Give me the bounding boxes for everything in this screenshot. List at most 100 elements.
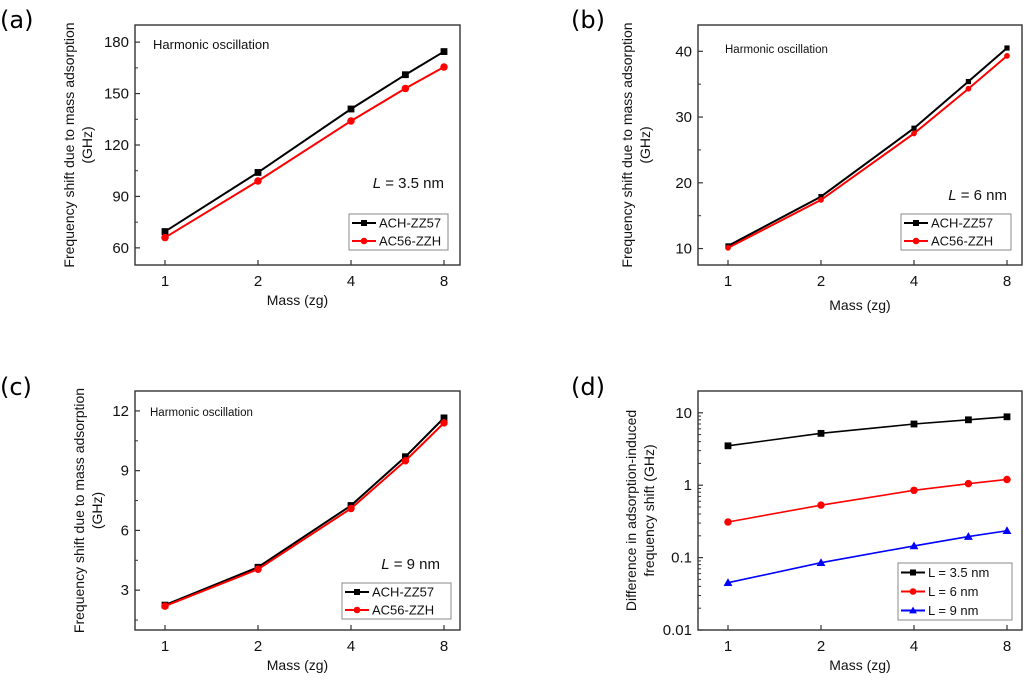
annotation-text: Harmonic oscillation xyxy=(150,407,253,419)
legend-marker xyxy=(353,606,361,614)
data-point xyxy=(725,245,731,251)
data-point xyxy=(910,486,918,495)
length-var: L xyxy=(948,187,956,204)
panel-label: (a) xyxy=(0,6,33,34)
panel-label: (d) xyxy=(571,373,605,401)
y-tick-label: 150 xyxy=(104,86,129,103)
legend-marker xyxy=(913,220,919,226)
legend-label: AC56-ZZH xyxy=(931,234,993,249)
y-tick-label: 3 xyxy=(121,582,129,599)
series-ac56-zzh xyxy=(161,419,448,610)
x-axis-title: Mass (zg) xyxy=(829,657,890,673)
y-axis-title-unit: (GHz) xyxy=(89,492,105,529)
x-tick-label: 8 xyxy=(1003,638,1011,655)
x-tick-label: 8 xyxy=(1003,273,1011,290)
legend-label: ACH-ZZ57 xyxy=(931,216,993,231)
legend-marker xyxy=(361,220,367,226)
plot-frame xyxy=(697,390,1023,631)
y-tick-label: 120 xyxy=(104,137,129,154)
y-tick-label: 10 xyxy=(675,241,692,258)
y-tick-label: 6 xyxy=(121,522,129,539)
data-point xyxy=(965,78,972,85)
series-ach-zz57 xyxy=(161,414,448,609)
y-axis-title-unit: frequency shift (GHz) xyxy=(641,444,657,576)
data-point xyxy=(965,85,972,92)
x-tick-label: 4 xyxy=(347,273,355,290)
legend-marker xyxy=(912,237,920,245)
data-point xyxy=(1003,475,1011,484)
y-tick-label: 10 xyxy=(675,405,692,422)
data-point xyxy=(724,442,732,450)
data-point xyxy=(440,419,448,427)
data-point xyxy=(910,420,918,428)
length-label: L = 3.5 nm xyxy=(373,175,444,192)
data-point xyxy=(401,84,410,93)
series-l-9-nm xyxy=(723,526,1012,587)
length-label: L = 6 nm xyxy=(948,187,1007,204)
y-tick-label: 0.01 xyxy=(663,622,692,639)
x-axis-title: Mass (zg) xyxy=(267,292,328,308)
legend-label: AC56-ZZH xyxy=(379,234,441,249)
legend: ACH-ZZ57 AC56-ZZH xyxy=(348,213,449,251)
data-point xyxy=(402,71,409,79)
data-point xyxy=(440,414,448,422)
length-value: = 9 nm xyxy=(390,556,440,573)
plot-frame xyxy=(134,390,461,631)
legend-label: ACH-ZZ57 xyxy=(372,585,434,600)
x-tick-label: 8 xyxy=(440,638,448,655)
series-ac56-zzh xyxy=(725,53,1010,251)
y-tick-label: 180 xyxy=(104,34,129,51)
data-point xyxy=(816,558,826,567)
y-tick-label: 20 xyxy=(675,175,692,192)
data-point xyxy=(161,233,169,242)
data-point xyxy=(440,63,448,71)
x-tick-label: 4 xyxy=(910,273,918,290)
length-value: = 6 nm xyxy=(957,187,1007,204)
x-tick-label: 2 xyxy=(254,273,262,290)
x-tick-label: 4 xyxy=(347,638,355,655)
y-tick-label: 90 xyxy=(112,188,129,205)
y-axis-title: Difference in adsorption-induced xyxy=(623,410,639,611)
data-point xyxy=(402,453,409,461)
legend-box xyxy=(341,582,452,620)
y-axis-title: Frequency shift due to mass adsorption xyxy=(619,22,635,267)
y-tick-label: 40 xyxy=(675,43,692,60)
panel-label: (c) xyxy=(0,373,32,401)
data-point xyxy=(724,518,732,526)
x-tick-label: 4 xyxy=(910,638,918,655)
legend-marker xyxy=(909,588,917,595)
x-axis-title: Mass (zg) xyxy=(267,657,328,673)
y-tick-label: 9 xyxy=(121,463,129,480)
legend: L = 3.5 nm L = 6 nm L = 9 nm xyxy=(897,562,1013,621)
data-point xyxy=(1002,526,1012,535)
series-line xyxy=(164,417,445,607)
legend-label: ACH-ZZ57 xyxy=(379,216,441,231)
x-tick-label: 8 xyxy=(440,273,448,290)
annotation-text: Harmonic oscillation xyxy=(725,44,828,56)
legend-label: L = 6 nm xyxy=(928,584,978,599)
series-l-3-5-nm xyxy=(724,413,1011,450)
data-point xyxy=(401,456,410,465)
series-line xyxy=(164,50,445,233)
legend-marker xyxy=(910,569,916,576)
x-tick-label: 1 xyxy=(724,638,732,655)
data-point xyxy=(1003,413,1011,421)
legend-marker xyxy=(360,237,368,245)
x-tick-label: 2 xyxy=(817,273,825,290)
data-point xyxy=(1004,45,1010,51)
x-tick-label: 2 xyxy=(254,638,262,655)
legend-label: L = 3.5 nm xyxy=(928,565,989,580)
data-point xyxy=(964,479,973,488)
panel-a: (a) 60 90 120 150 180 1 2 4 8 Mass (zg) Frequency s… xyxy=(0,6,461,308)
y-axis-title-unit: (GHz) xyxy=(79,126,95,163)
y-tick-label: 0.1 xyxy=(671,550,692,567)
y-axis-title-unit: (GHz) xyxy=(637,126,653,163)
data-point xyxy=(1004,53,1010,59)
series-line xyxy=(164,66,445,239)
length-value: = 3.5 nm xyxy=(381,175,444,192)
x-axis-title: Mass (zg) xyxy=(829,297,890,313)
legend-marker xyxy=(909,606,917,614)
panel-d: (d) 0.01 0.1 1 10 1 2 4 8 Mass (zg) Difference in … xyxy=(571,373,1023,673)
